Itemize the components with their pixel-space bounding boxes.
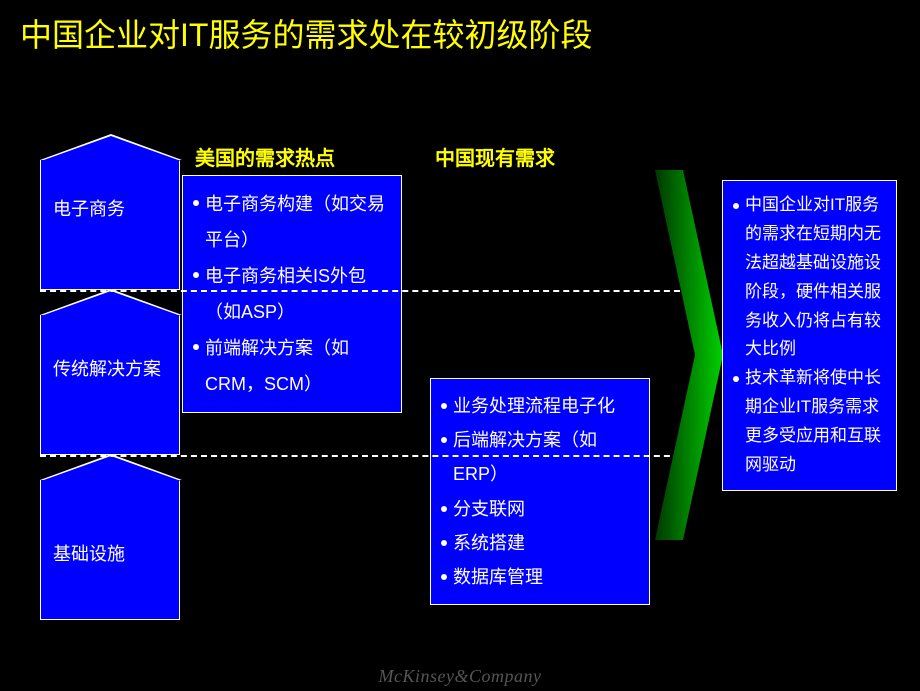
header-us: 美国的需求热点 (195, 142, 335, 171)
bullet-item: 技术革新将使中长期企业IT服务需求更多受应用和互联网驱动 (731, 364, 888, 480)
bullet-text: 系统搭建 (453, 526, 525, 560)
header-cn: 中国现有需求 (435, 142, 555, 171)
page-title: 中国企业对IT服务的需求处在较初级阶段 (0, 0, 920, 56)
arrow-icon (655, 170, 723, 540)
bullet-dot-icon (441, 403, 447, 409)
footer-brand: McKinsey&Company (0, 666, 920, 687)
bullet-dot-icon (193, 272, 199, 278)
bullet-dot-icon (441, 437, 447, 443)
us-demand-box: 电子商务构建（如交易平台） 电子商务相关IS外包（如ASP） 前端解决方案（如C… (182, 175, 402, 413)
bullet-text: 分支联网 (453, 492, 525, 526)
chevron-label: 基础设施 (53, 540, 167, 566)
bullet-dot-icon (733, 376, 739, 382)
bullet-text: 后端解决方案（如ERP） (453, 423, 641, 491)
chevron-stack: 电子商务 传统解决方案 基础设施 (40, 160, 180, 620)
bullet-text: 技术革新将使中长期企业IT服务需求更多受应用和互联网驱动 (745, 364, 888, 480)
chevron-traditional: 传统解决方案 (40, 315, 180, 455)
chevron-infrastructure: 基础设施 (40, 480, 180, 620)
bullet-item: 中国企业对IT服务的需求在短期内无法超越基础设施设阶段，硬件相关服务收入仍将占有… (731, 191, 888, 364)
bullet-item: 电子商务构建（如交易平台） (191, 186, 393, 258)
bullet-item: 系统搭建 (439, 526, 641, 560)
cn-demand-box: 业务处理流程电子化 后端解决方案（如ERP） 分支联网 系统搭建 数据库管理 (430, 378, 650, 605)
bullet-dot-icon (441, 574, 447, 580)
chevron-label: 电子商务 (53, 195, 167, 221)
bullet-item: 分支联网 (439, 492, 641, 526)
divider-dash (40, 290, 690, 292)
bullet-item: 前端解决方案（如CRM，SCM） (191, 330, 393, 402)
bullet-text: 数据库管理 (453, 560, 543, 594)
bullet-text: 前端解决方案（如CRM，SCM） (205, 330, 393, 402)
bullet-text: 业务处理流程电子化 (453, 389, 615, 423)
bullet-item: 后端解决方案（如ERP） (439, 423, 641, 491)
bullet-dot-icon (193, 200, 199, 206)
bullet-dot-icon (733, 203, 739, 209)
bullet-text: 电子商务相关IS外包（如ASP） (205, 258, 393, 330)
chevron-label: 传统解决方案 (53, 355, 167, 381)
divider-dash (40, 455, 690, 457)
chevron-ecommerce: 电子商务 (40, 160, 180, 290)
conclusion-box: 中国企业对IT服务的需求在短期内无法超越基础设施设阶段，硬件相关服务收入仍将占有… (722, 180, 897, 491)
bullet-item: 电子商务相关IS外包（如ASP） (191, 258, 393, 330)
bullet-dot-icon (441, 540, 447, 546)
bullet-text: 中国企业对IT服务的需求在短期内无法超越基础设施设阶段，硬件相关服务收入仍将占有… (745, 191, 888, 364)
bullet-dot-icon (441, 506, 447, 512)
bullet-dot-icon (193, 344, 199, 350)
bullet-item: 数据库管理 (439, 560, 641, 594)
bullet-text: 电子商务构建（如交易平台） (205, 186, 393, 258)
bullet-item: 业务处理流程电子化 (439, 389, 641, 423)
